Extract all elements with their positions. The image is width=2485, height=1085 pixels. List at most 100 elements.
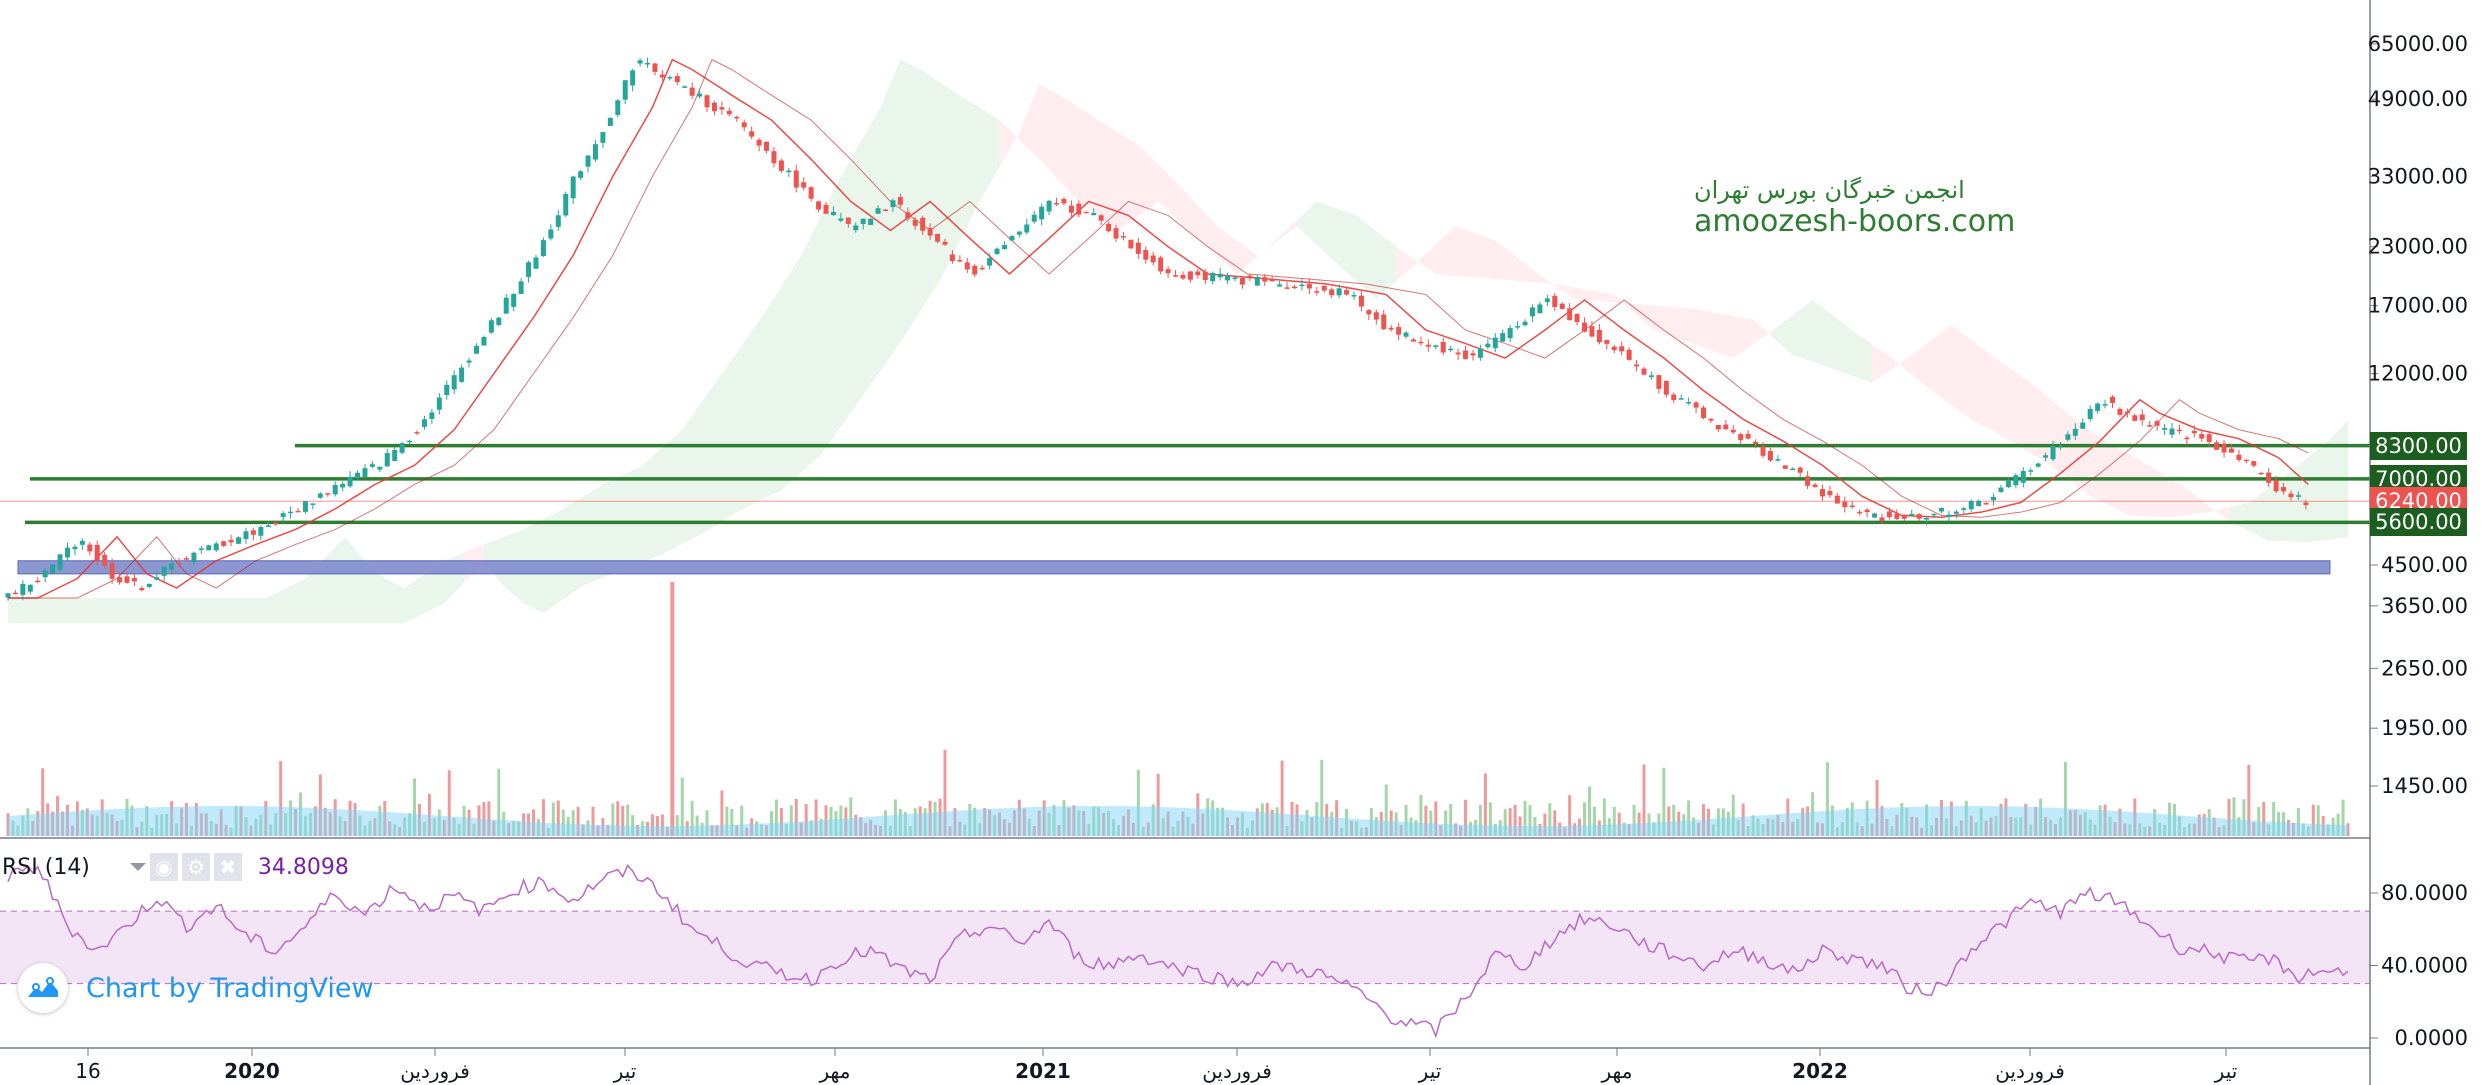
candle-body: [1671, 394, 1677, 401]
candle-body: [1938, 507, 1944, 512]
candle-body: [1247, 275, 1253, 278]
volume-bar: [1444, 810, 1448, 836]
candle-body: [2057, 446, 2063, 448]
price-tick-label: 65000.00: [2368, 32, 2468, 56]
candle-body: [949, 254, 955, 261]
volume-bar: [611, 803, 615, 836]
candle-body: [1403, 332, 1409, 337]
candle-body: [139, 587, 145, 591]
candle-body: [667, 77, 673, 79]
date-tick-label: تیر: [613, 1059, 637, 1083]
candle-body: [347, 476, 353, 487]
gear-icon[interactable]: ⚙: [181, 853, 210, 881]
candle-body: [392, 450, 398, 462]
candle-body: [570, 176, 576, 199]
volume-bar: [427, 793, 431, 836]
candle-body: [213, 543, 219, 551]
date-tick-label: مهر: [819, 1059, 851, 1083]
candle-body: [1418, 341, 1424, 344]
candle-body: [1284, 287, 1290, 289]
volume-bar: [413, 778, 417, 836]
candle-body: [466, 360, 472, 363]
candle-body: [1433, 345, 1439, 347]
candle-body: [265, 525, 271, 527]
candle-body: [1507, 328, 1513, 339]
volume-bar: [541, 799, 545, 836]
candle-body: [927, 227, 933, 236]
candle-body: [50, 564, 56, 574]
date-tick-label: تیر: [2214, 1059, 2238, 1083]
candle-body: [2281, 487, 2287, 492]
volume-bar: [2063, 761, 2067, 836]
candle-body: [1753, 441, 1759, 445]
eye-icon[interactable]: ◉: [149, 853, 178, 881]
ichimoku-cloud: [8, 59, 2348, 623]
candle-body: [972, 265, 978, 275]
candles: [5, 57, 2309, 601]
candle-body: [2206, 434, 2212, 442]
volume-bar: [1424, 805, 1428, 836]
watermark-title: انجمن خبرگان بورس تهران: [1694, 176, 1965, 204]
cloud-segment: [1872, 324, 2230, 522]
tradingview-branding[interactable]: Chart by TradingView: [18, 960, 374, 1016]
volume-bar: [1731, 794, 1735, 836]
candle-body: [1254, 276, 1260, 286]
horizontal-levels[interactable]: [0, 443, 2370, 575]
candle-body: [1477, 348, 1483, 358]
chevron-down-icon[interactable]: [129, 863, 146, 871]
candle-body: [741, 122, 747, 128]
candle-body: [652, 63, 658, 72]
volume-bar: [561, 809, 565, 836]
candle-body: [875, 208, 881, 214]
volume-bar: [318, 774, 322, 836]
volume-bar: [1156, 773, 1160, 836]
candle-body: [749, 131, 755, 137]
candle-body: [1686, 402, 1692, 404]
candle-body: [488, 320, 494, 333]
candle-body: [1120, 236, 1126, 238]
candle-body: [1589, 326, 1595, 337]
candle-body: [1857, 511, 1863, 514]
volume-bar: [789, 805, 793, 836]
candle-body: [801, 182, 807, 188]
candle-body: [1745, 433, 1751, 439]
candle-body: [555, 215, 561, 227]
candle-body: [258, 526, 264, 536]
date-tick-label: 2020: [224, 1059, 280, 1083]
candle-body: [2080, 422, 2086, 429]
candle-body: [868, 218, 874, 225]
candle-body: [1790, 468, 1796, 471]
candle-body: [518, 281, 524, 294]
candle-body: [1143, 249, 1149, 260]
candle-body: [1909, 513, 1915, 516]
candle-body: [600, 132, 606, 143]
candle-body: [407, 440, 413, 443]
candle-body: [1381, 314, 1387, 330]
candle-body: [176, 563, 182, 565]
candle-body: [183, 558, 189, 560]
candle-body: [1701, 407, 1707, 419]
volume-bar: [774, 799, 778, 836]
candle-body: [384, 453, 390, 467]
close-icon[interactable]: ✖: [213, 853, 242, 881]
candle-body: [1076, 203, 1082, 215]
candle-body: [1991, 496, 1997, 501]
price-tick-label: 2650.00: [2381, 656, 2468, 680]
candle-body: [2266, 472, 2272, 483]
volume-bar: [725, 806, 729, 836]
candle-body: [1663, 380, 1669, 395]
candle-body: [1091, 212, 1097, 216]
candle-body: [302, 501, 308, 512]
volume-bar: [2232, 797, 2236, 836]
candle-body: [421, 419, 427, 427]
candle-body: [35, 580, 41, 583]
candle-body: [1314, 291, 1320, 293]
volume-bar: [730, 808, 734, 836]
candle-body: [459, 367, 465, 382]
candle-body: [1358, 295, 1364, 307]
candle-body: [1321, 285, 1327, 291]
candle-body: [2124, 411, 2130, 414]
level-tag: 8300.00: [2370, 431, 2467, 460]
date-tick-label: 16: [75, 1059, 100, 1083]
